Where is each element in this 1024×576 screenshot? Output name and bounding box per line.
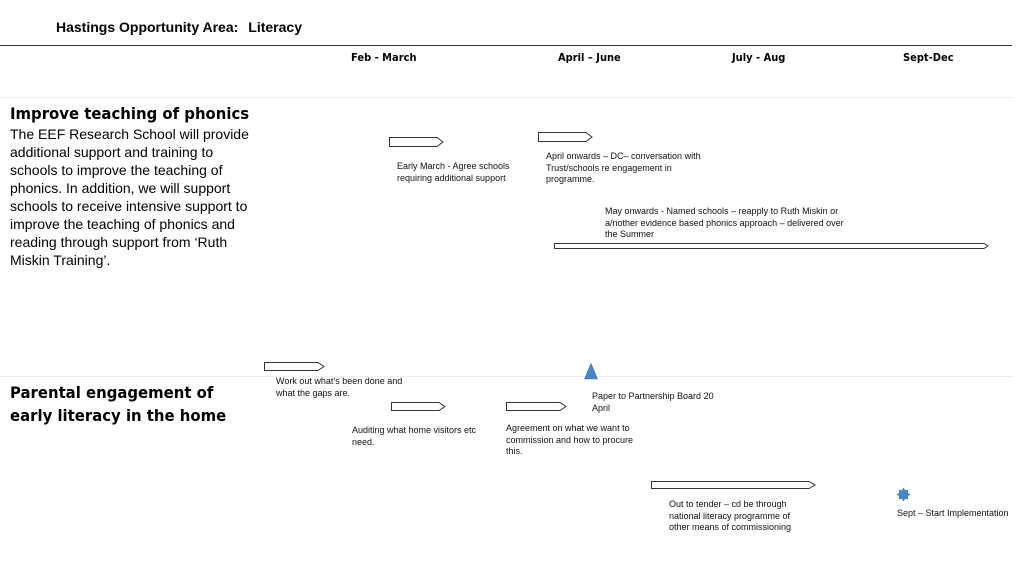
month-header: Feb - March — [351, 51, 417, 64]
area-label: Hastings Opportunity Area: — [56, 19, 239, 35]
timeline-note: Early March - Agree schools requiring ad… — [397, 161, 510, 183]
timeline-note: May onwards - Named schools – reapply to… — [605, 206, 844, 239]
timeline-arrow — [506, 402, 567, 411]
timeline-arrow — [389, 137, 444, 147]
section-heading: Improve teaching of phonics — [10, 104, 250, 123]
divider — [0, 97, 1012, 98]
section-description: The EEF Research School will provide add… — [10, 126, 249, 268]
month-header: April – June — [558, 51, 621, 64]
topic-label: Literacy — [248, 19, 302, 35]
month-header: July - Aug — [732, 51, 786, 64]
timeline-note: Out to tender – cd be through national l… — [669, 499, 792, 532]
month-header: Sept-Dec — [903, 51, 954, 64]
timeline-arrow — [554, 243, 989, 249]
timeline-note: Sept – Start Implementation — [897, 508, 1009, 518]
timeline-arrow — [651, 481, 816, 489]
section-heading: Parental engagement of early literacy in… — [10, 383, 227, 425]
star-burst-icon — [896, 487, 911, 502]
timeline-note: Work out what’s been done and what the g… — [276, 376, 403, 398]
timeline-note: Paper to Partnership Board 20 April — [592, 391, 714, 413]
divider — [0, 376, 1012, 377]
timeline-arrow — [538, 132, 593, 142]
timeline-arrow — [264, 362, 325, 371]
page-title: Hastings Opportunity Area: Literacy — [56, 19, 312, 35]
timeline-arrow — [391, 402, 446, 411]
triangle-icon — [584, 362, 598, 380]
timeline-note: Agreement on what we want to commission … — [506, 423, 634, 456]
timeline-note: Auditing what home visitors etc need. — [352, 425, 477, 447]
timeline-note: April onwards – DC– conversation with Tr… — [546, 151, 701, 184]
header-divider — [0, 45, 1012, 46]
